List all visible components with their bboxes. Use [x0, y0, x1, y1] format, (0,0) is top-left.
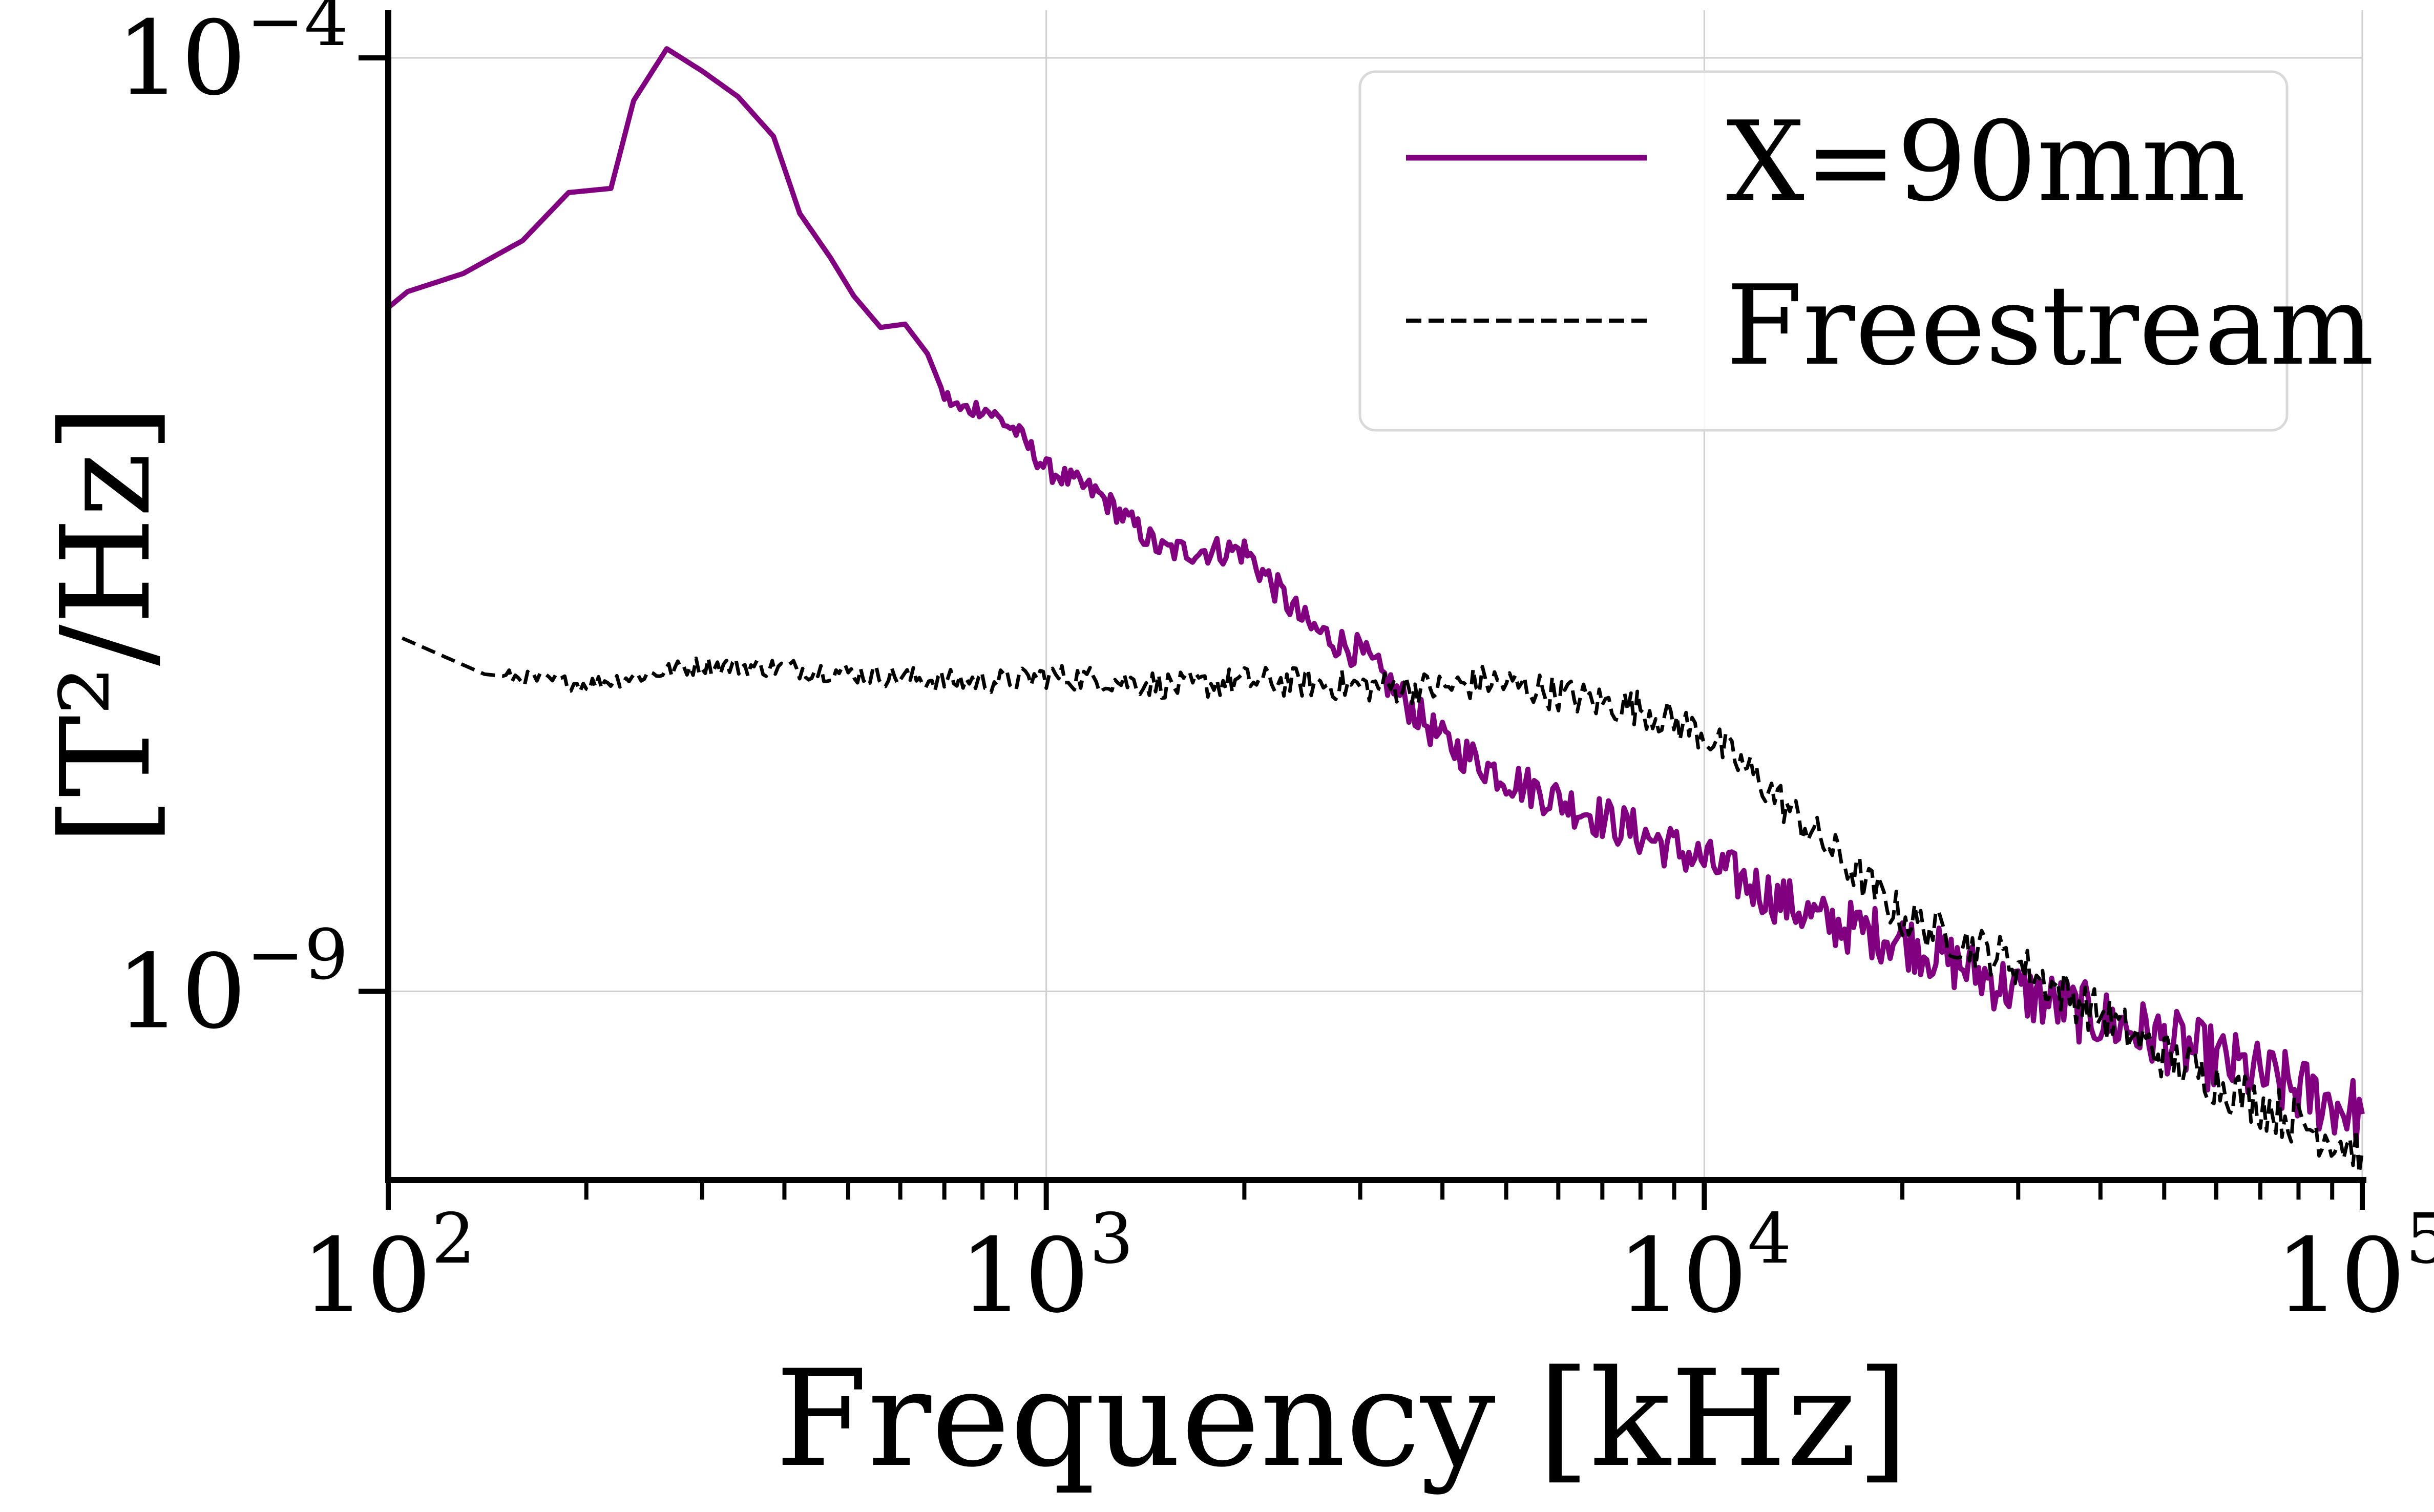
legend-label-freestream: Freestream	[1726, 261, 2374, 390]
legend-label-x90mm: X=90mm	[1726, 97, 2246, 226]
y-axis-label: [T²/Hz]	[34, 405, 178, 845]
x-tick-label: 103	[959, 1199, 1133, 1336]
x-ticks: 102 103 104 105	[301, 1180, 2434, 1336]
x-tick-label: 102	[301, 1199, 475, 1336]
legend: X=90mm Freestream	[1358, 70, 2374, 432]
x-tick-label: 104	[1617, 1199, 1791, 1336]
x-axis-label: Frequency [kHz]	[775, 1342, 1908, 1497]
series-line-x-90mm	[386, 46, 2365, 1146]
x-tick-label: 105	[2275, 1199, 2434, 1336]
legend-box	[1358, 70, 2289, 432]
y-tick-label: 10−9	[116, 915, 348, 1052]
y-tick-label: 10−4	[116, 0, 348, 118]
series-layer	[386, 46, 2365, 1175]
y-ticks: 10−4 10−9	[116, 0, 388, 1052]
series-line-freestream	[401, 636, 2364, 1175]
minor-ticks	[584, 1180, 2335, 1200]
